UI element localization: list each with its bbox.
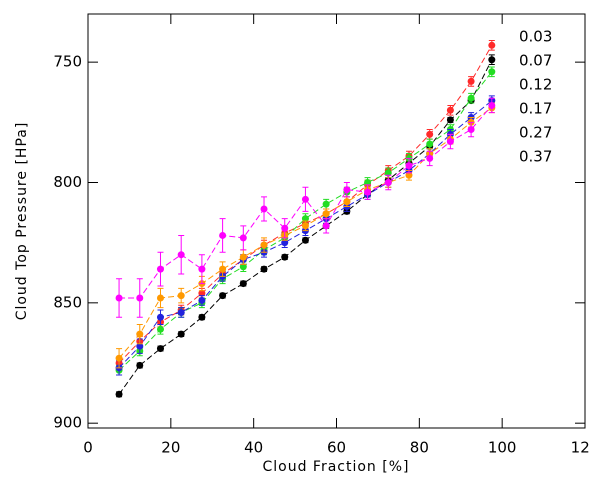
data-point	[446, 138, 454, 146]
data-point	[322, 200, 330, 208]
data-point	[156, 313, 164, 321]
data-point	[156, 325, 164, 333]
data-point	[260, 265, 268, 273]
legend-label: 0.07	[519, 52, 552, 70]
data-point	[260, 205, 268, 213]
data-point	[426, 140, 434, 148]
data-point	[281, 224, 289, 232]
x-axis-title: Cloud Fraction [%]	[262, 459, 409, 475]
data-point	[467, 94, 475, 102]
data-point	[426, 154, 434, 162]
y-tick-label: 800	[53, 173, 82, 191]
data-point	[426, 130, 434, 138]
x-tick-label: 80	[410, 439, 429, 457]
data-point	[488, 56, 496, 64]
data-point	[136, 330, 144, 338]
data-point	[219, 265, 227, 273]
data-point	[446, 116, 454, 124]
x-tick-label: 100	[488, 439, 517, 457]
x-tick-label: 20	[161, 439, 180, 457]
y-tick-label: 750	[53, 53, 82, 71]
data-point	[239, 253, 247, 261]
data-point	[219, 292, 227, 300]
data-point	[219, 231, 227, 239]
data-point	[488, 41, 496, 49]
data-point	[322, 210, 330, 218]
data-point	[322, 222, 330, 230]
data-point	[156, 265, 164, 273]
data-point	[156, 294, 164, 302]
data-point	[136, 361, 144, 369]
plot-frame	[87, 13, 586, 429]
data-point	[156, 345, 164, 353]
data-point	[198, 265, 206, 273]
data-point	[467, 126, 475, 134]
data-point	[405, 162, 413, 170]
data-point	[115, 390, 123, 398]
y-axis-title: Cloud Top Pressure [HPa]	[14, 122, 30, 321]
data-point	[384, 169, 392, 177]
data-point	[301, 215, 309, 223]
data-point	[239, 280, 247, 288]
data-point	[177, 251, 185, 259]
data-point	[384, 178, 392, 186]
y-tick-label: 850	[53, 293, 82, 311]
data-point	[177, 308, 185, 316]
data-point	[198, 289, 206, 297]
y-tick-label: 900	[53, 414, 82, 432]
data-point	[198, 296, 206, 304]
data-point	[467, 77, 475, 85]
x-tick-label: 60	[327, 439, 346, 457]
data-point	[301, 236, 309, 244]
data-point	[405, 171, 413, 179]
data-point	[343, 186, 351, 194]
x-tick-label: 0	[83, 439, 93, 457]
data-point	[239, 234, 247, 242]
data-point	[281, 253, 289, 261]
data-point	[136, 294, 144, 302]
data-point	[446, 106, 454, 114]
legend-label: 0.27	[519, 124, 552, 142]
data-point	[281, 239, 289, 247]
data-point	[115, 294, 123, 302]
data-point	[177, 292, 185, 300]
data-point	[364, 178, 372, 186]
data-point	[343, 198, 351, 206]
data-point	[488, 68, 496, 76]
data-point	[260, 241, 268, 249]
data-point	[239, 263, 247, 271]
data-point	[115, 354, 123, 362]
data-point	[177, 330, 185, 338]
x-tick-label: 120	[571, 439, 590, 457]
data-point	[301, 222, 309, 230]
data-point	[136, 342, 144, 350]
data-point	[364, 188, 372, 196]
legend-label: 0.03	[519, 28, 552, 46]
legend-label: 0.37	[519, 148, 552, 166]
legend-label: 0.17	[519, 100, 552, 118]
data-point	[198, 313, 206, 321]
legend-label: 0.12	[519, 76, 552, 94]
x-tick-label: 40	[244, 439, 263, 457]
data-point	[488, 101, 496, 109]
data-point	[301, 195, 309, 203]
